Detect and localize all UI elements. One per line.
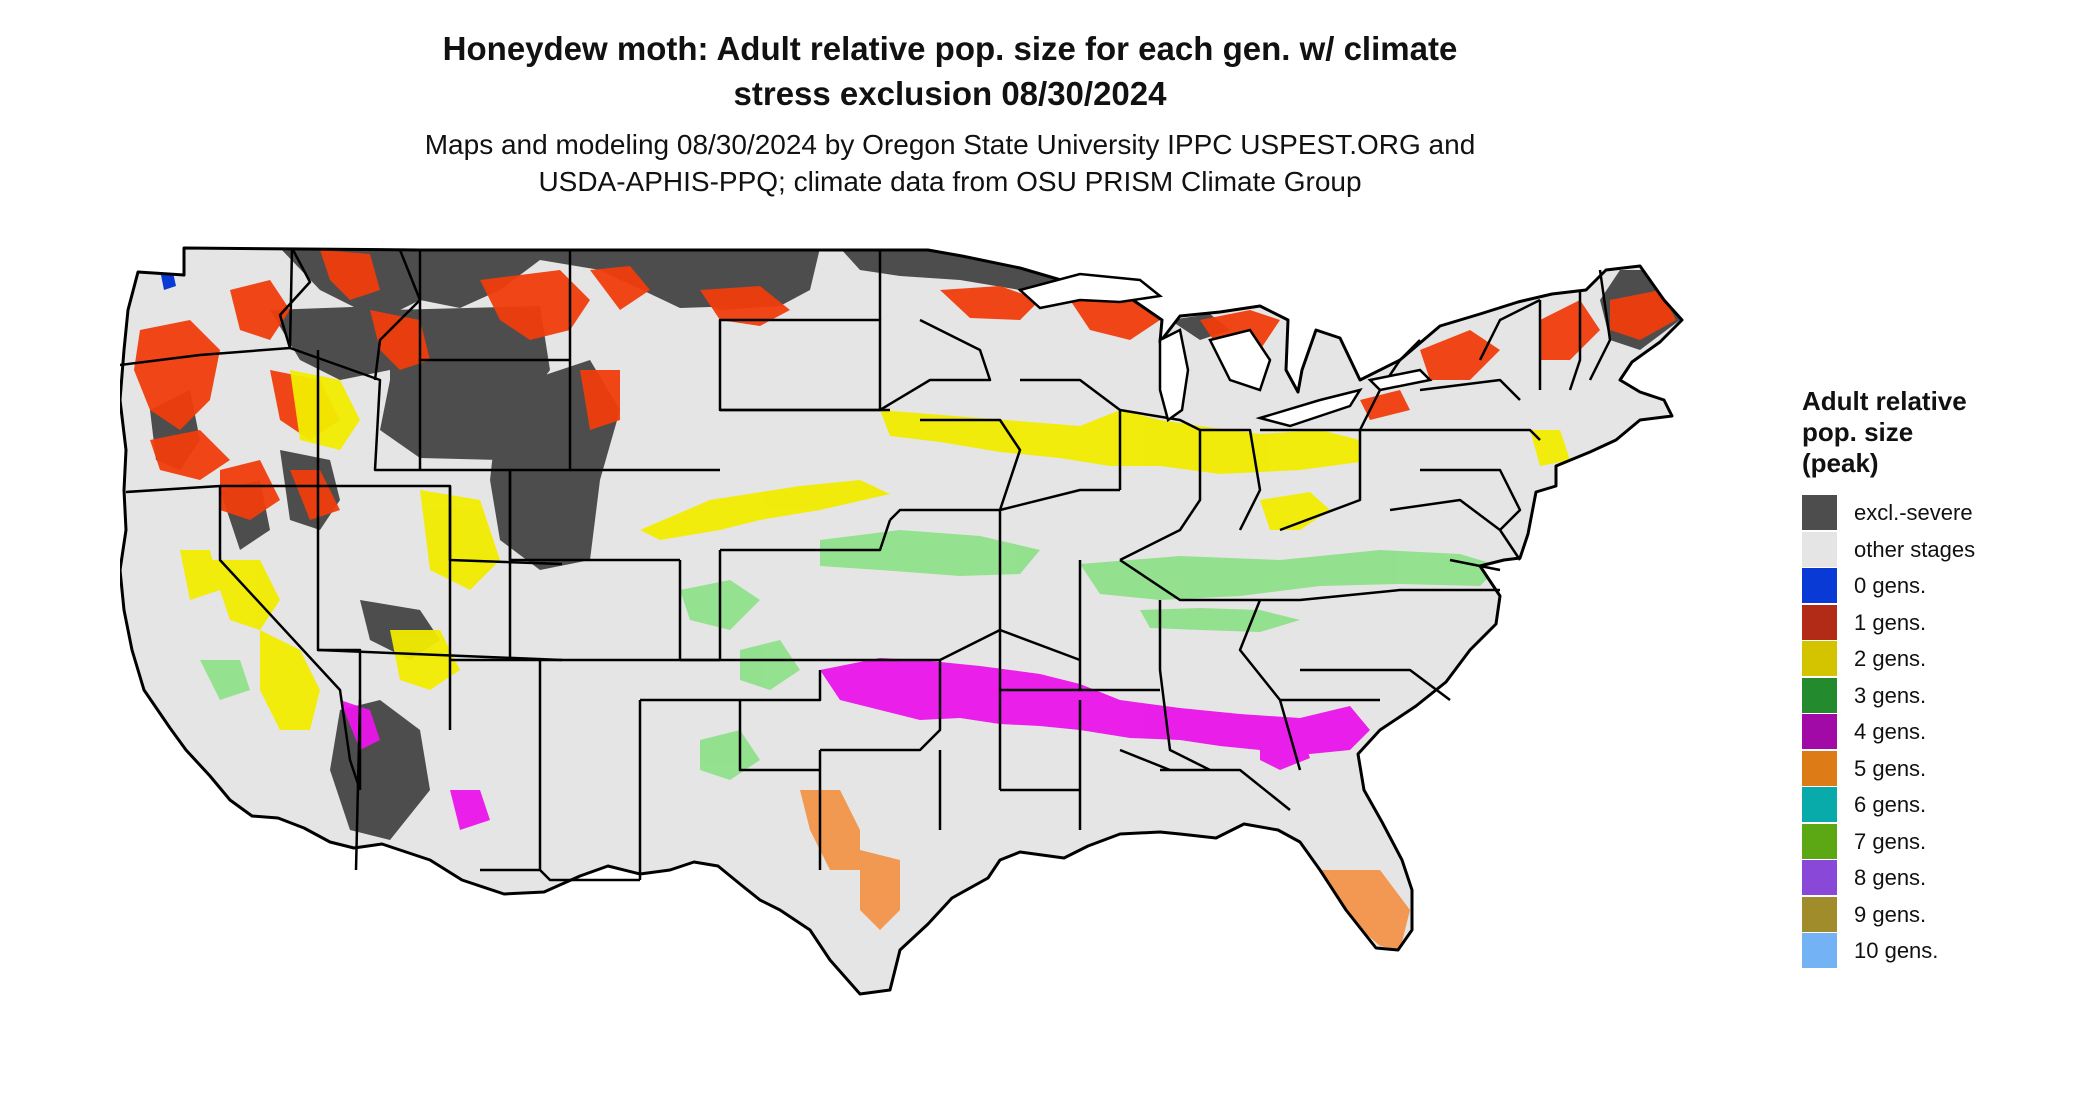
legend-item: 5 gens. (1802, 750, 2092, 788)
us-outline (120, 246, 1684, 996)
legend-swatch (1802, 677, 1837, 713)
legend-item: 7 gens. (1802, 823, 2092, 861)
lake-erie (1255, 388, 1363, 428)
legend-swatch (1802, 531, 1837, 567)
state-boundaries (120, 247, 1612, 882)
lake-ontario (1367, 368, 1433, 392)
legend-label: 7 gens. (1854, 828, 1927, 854)
legend-swatch (1802, 604, 1837, 640)
legend-item: other stages (1802, 531, 2092, 569)
legend-item: 6 gens. (1802, 787, 2092, 824)
legend-label: 2 gens. (1854, 646, 1927, 671)
legend-title: Adult relative pop. size (peak) (1802, 386, 2092, 479)
lake-michigan (1158, 328, 1190, 423)
legend-label: 6 gens. (1854, 792, 1927, 817)
legend-swatch (1802, 896, 1837, 932)
legend-swatch (1802, 787, 1837, 822)
lake-huron (1208, 328, 1272, 392)
legend-label: excl.-severe (1854, 500, 1973, 525)
legend-item: 10 gens. (1802, 933, 2092, 970)
legend-item: 8 gens. (1802, 860, 2092, 897)
legend-label: 8 gens. (1854, 865, 1927, 890)
legend: Adult relative pop. size (peak) excl.-se… (1802, 386, 2092, 970)
legend-title-line-1: Adult relative (1802, 386, 1967, 416)
great-lakes (1017, 272, 1433, 428)
map-title: Honeydew moth: Adult relative pop. size … (200, 26, 1700, 116)
legend-label: 4 gens. (1854, 719, 1927, 744)
legend-item: 3 gens. (1802, 677, 2092, 715)
legend-label: 10 gens. (1854, 938, 1939, 963)
legend-label: 3 gens. (1854, 682, 1927, 708)
legend-label: 0 gens. (1854, 573, 1927, 598)
two-gen-zones (180, 370, 1570, 730)
legend-item: excl.-severe (1802, 495, 2092, 532)
legend-item: 1 gens. (1802, 604, 2092, 642)
legend-swatch (1802, 641, 1837, 676)
legend-swatch (1802, 933, 1837, 968)
legend-label: 9 gens. (1854, 901, 1927, 927)
one-gen-zones (134, 250, 1676, 520)
legend-label: other stages (1854, 536, 1976, 562)
legend-swatch (1802, 495, 1837, 530)
three-gen-zones (200, 530, 1500, 780)
legend-swatch (1802, 823, 1837, 859)
map-subtitle-line-2: USDA-APHIS-PPQ; climate data from OSU PR… (538, 166, 1362, 197)
map-title-line-1: Honeydew moth: Adult relative pop. size … (442, 30, 1458, 67)
lake-superior (1017, 272, 1164, 310)
legend-swatch (1802, 750, 1837, 786)
legend-items: excl.-severe other stages 0 gens. 1 gens. 2 … (1802, 495, 2092, 970)
legend-label: 5 gens. (1854, 755, 1927, 781)
legend-item: 2 gens. (1802, 641, 2092, 678)
legend-item: 4 gens. (1802, 714, 2092, 751)
legend-item: 0 gens. (1802, 568, 2092, 605)
legend-swatch (1802, 860, 1837, 895)
five-gen-zones (800, 790, 1410, 950)
map-title-line-2: stress exclusion 08/30/2024 (733, 75, 1167, 112)
us-generation-map (120, 246, 1684, 996)
map-subtitle: Maps and modeling 08/30/2024 by Oregon S… (200, 126, 1700, 200)
map-subtitle-line-1: Maps and modeling 08/30/2024 by Oregon S… (424, 129, 1476, 160)
legend-title-line-2: pop. size (1802, 417, 1914, 447)
legend-swatch (1802, 568, 1837, 603)
legend-title-line-3: (peak) (1802, 448, 1879, 478)
legend-swatch (1802, 714, 1837, 749)
legend-label: 1 gens. (1854, 609, 1927, 635)
legend-item: 9 gens. (1802, 896, 2092, 934)
